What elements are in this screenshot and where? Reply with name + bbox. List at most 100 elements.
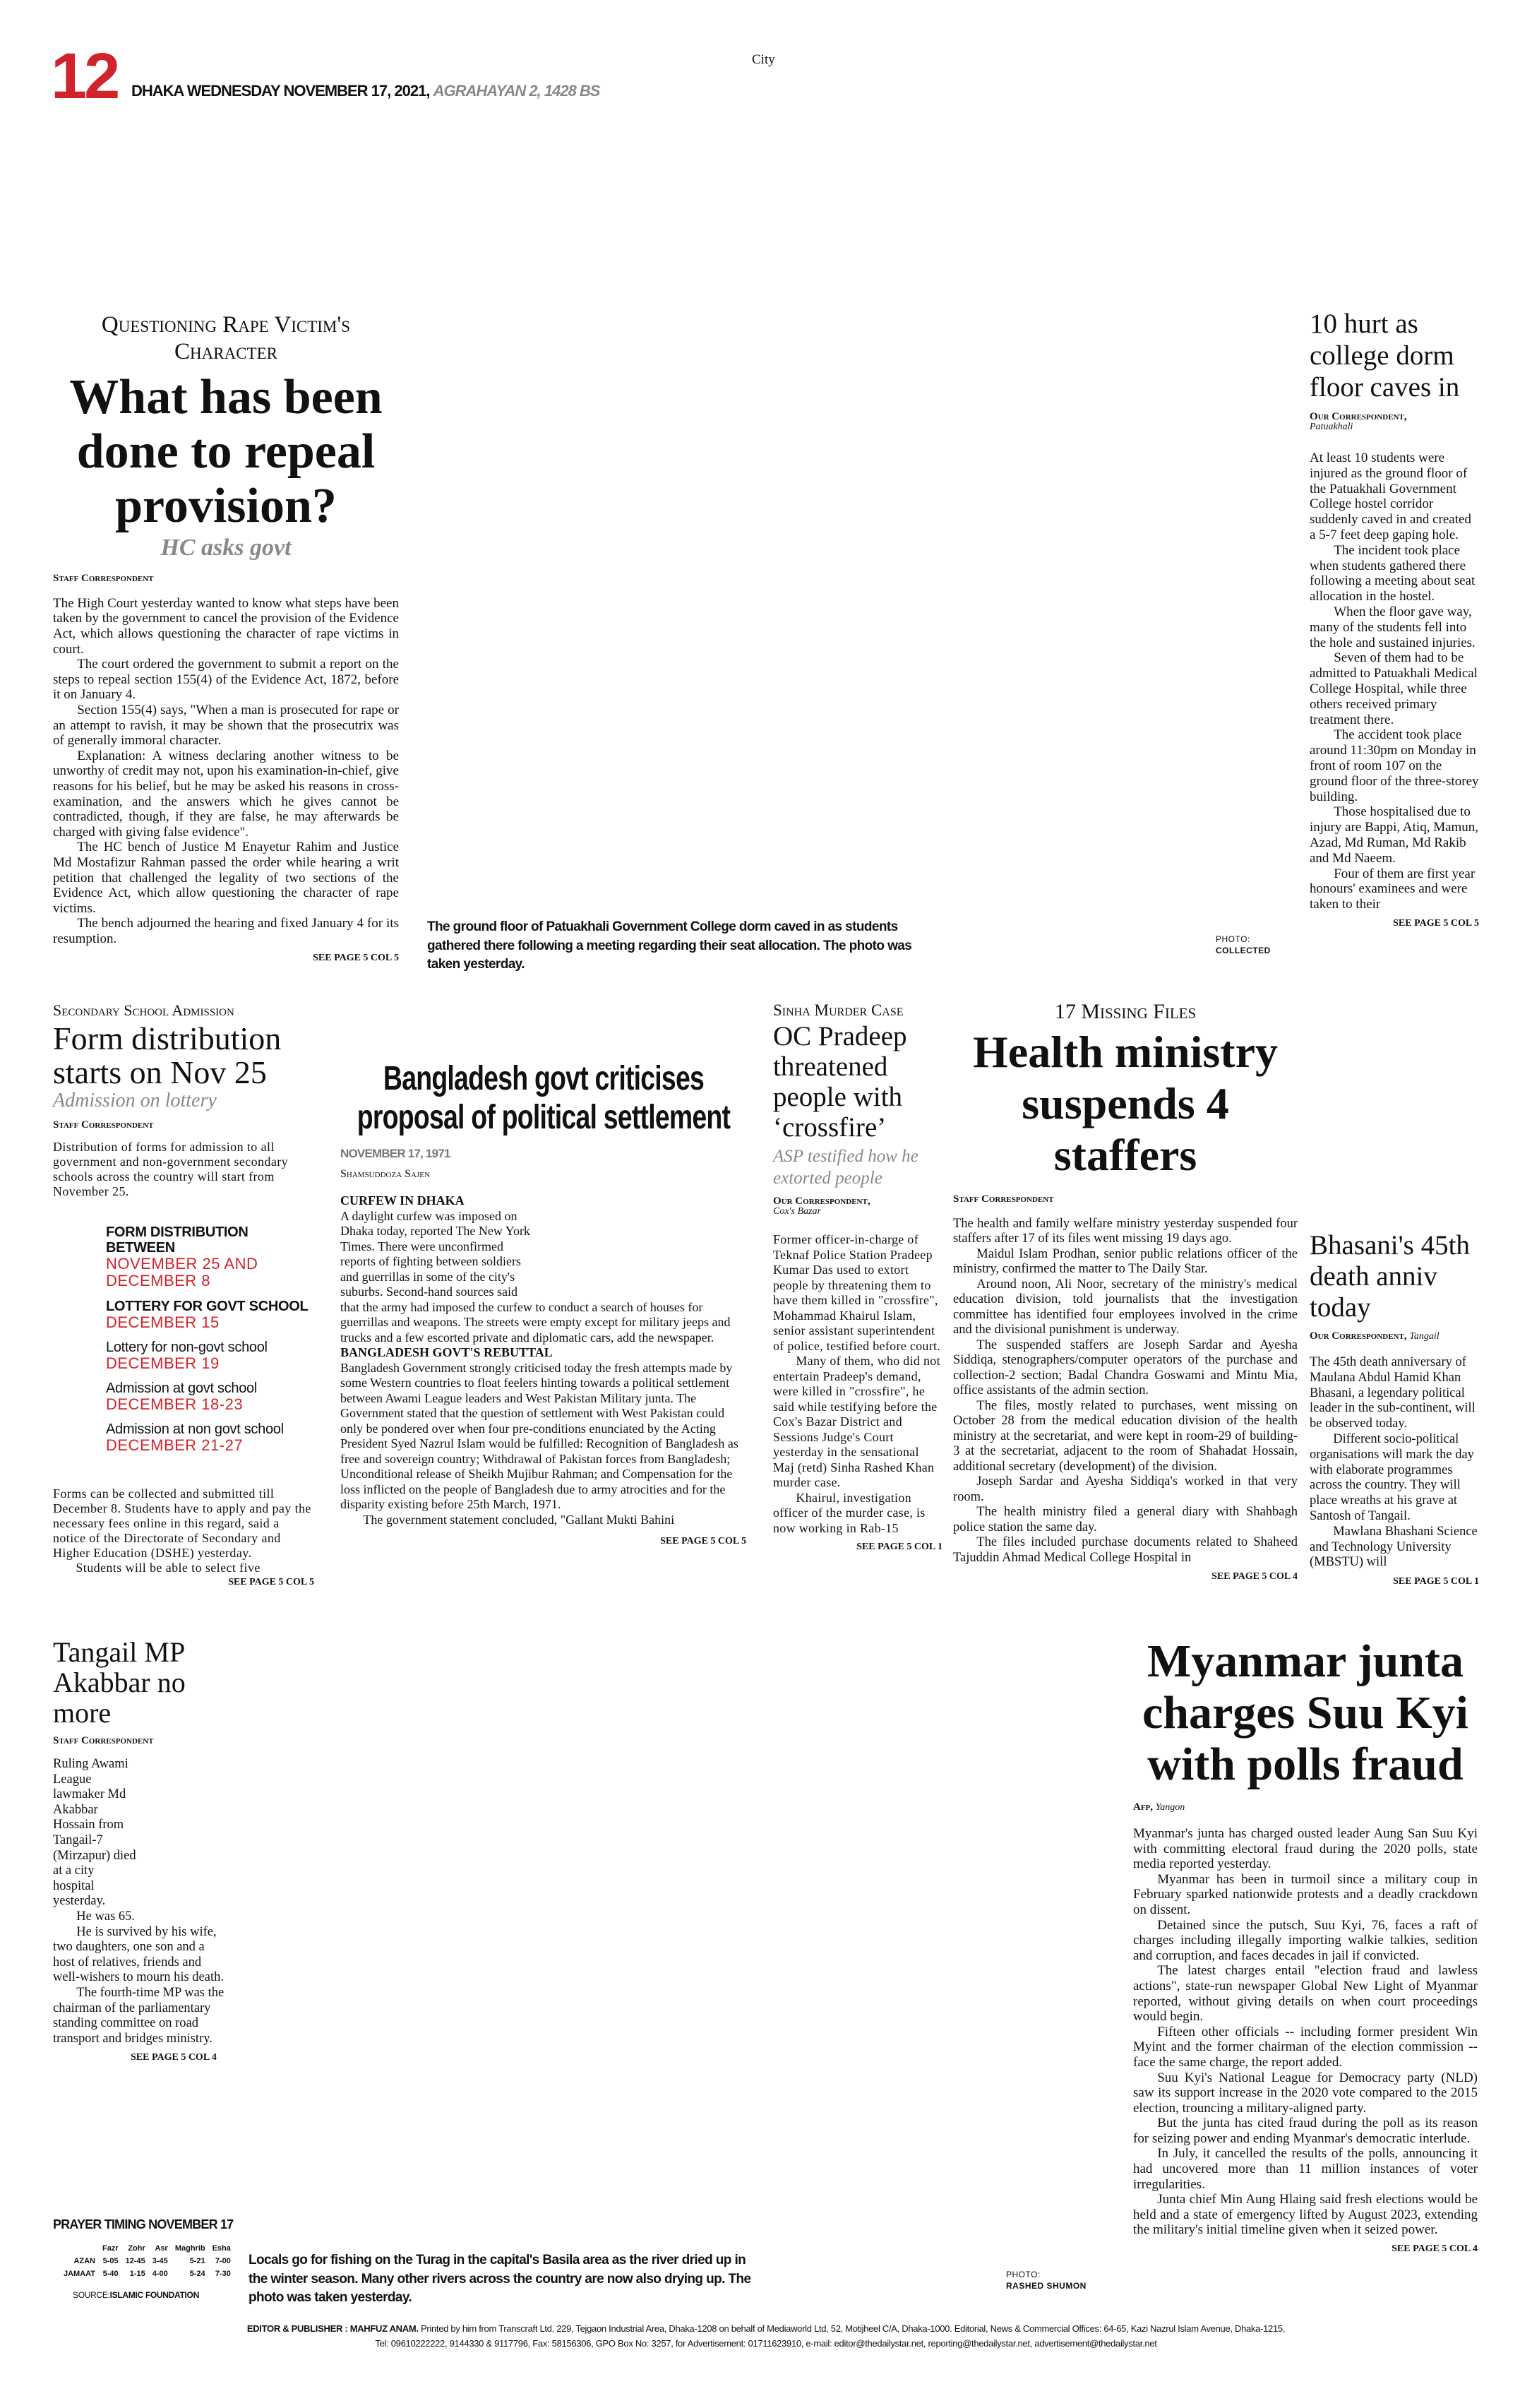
- paragraph: The files, mostly related to purchases, …: [953, 1398, 1298, 1474]
- prayer-time: 1-15: [129, 2270, 145, 2278]
- byline-name: Our Correspondent,: [1310, 411, 1407, 422]
- kicker: Sinha Murder Case: [773, 1001, 904, 1019]
- paragraph: Myanmar has been in turmoil since a mili…: [1133, 1871, 1478, 1917]
- date-text: DHAKA WEDNESDAY NOVEMBER 17, 2021,: [131, 82, 430, 100]
- prayer-column-header: Maghrib: [174, 2244, 205, 2253]
- byline: Our Correspondent, Tangail: [1310, 1330, 1479, 1342]
- key-dates-box: FORM DISTRIBUTION BETWEEN NOVEMBER 25 AND…: [106, 1224, 314, 1454]
- article-body: The 45th death anniversary of Maulana Ab…: [1310, 1355, 1479, 1570]
- paragraph: The bench adjourned the hearing and fixe…: [53, 916, 399, 946]
- article-body: The health and family welfare ministry y…: [953, 1217, 1298, 1566]
- page-number: 12: [51, 40, 120, 112]
- headline: OC Pradeep threatened people with ‘cross…: [773, 1021, 907, 1143]
- key-date-value: NOVEMBER 25 AND DECEMBER 8: [106, 1255, 258, 1290]
- paragraph: Section 155(4) says, "When a man is pros…: [53, 703, 399, 749]
- headline: Tangail MP Akabbar no more: [53, 1636, 186, 1729]
- article-1971-history: Bangladesh govt criticises proposal of p…: [340, 1059, 746, 1547]
- source-name: ISLAMIC FOUNDATION: [109, 2290, 200, 2300]
- photo-caption-river: Locals go for fishing on the Turag in th…: [249, 2253, 751, 2306]
- continued-link[interactable]: SEE PAGE 5 COL 5: [660, 1536, 746, 1546]
- byline: Our Correspondent, Patuakhali: [1310, 412, 1479, 432]
- article-body: Ruling Awami League lawmaker Md Akabbar …: [53, 1757, 229, 2046]
- paragraph: Bangladesh Government strongly criticise…: [340, 1360, 738, 1512]
- paragraph: Former officer-in-charge of Teknaf Polic…: [773, 1232, 941, 1353]
- article-school-admission: Secondary School Admission Form distribu…: [53, 1001, 314, 1588]
- key-date-label: Admission at govt school: [106, 1381, 258, 1397]
- prayer-header-row: Fazr Zohr Asr Maghrib Esha: [60, 2242, 234, 2255]
- byline: Staff Correspondent: [53, 1119, 154, 1131]
- paragraph: The latest charges entail "election frau…: [1133, 1963, 1478, 2025]
- continued-link[interactable]: SEE PAGE 5 COL 5: [228, 1577, 314, 1588]
- headline-text: Bangladesh govt criticises proposal of p…: [357, 1060, 731, 1136]
- continued-link[interactable]: SEE PAGE 5 COL 4: [1211, 1571, 1298, 1582]
- byline: Shamsuddoza Sajen: [340, 1168, 430, 1180]
- key-date-value: DECEMBER 15: [106, 1313, 220, 1331]
- article-body: CURFEW IN DHAKA A daylight curfew was im…: [340, 1193, 746, 1527]
- key-date-label: LOTTERY FOR GOVT SCHOOL: [106, 1298, 309, 1314]
- photo-caption-dorm: The ground floor of Patuakhali Governmen…: [427, 919, 912, 972]
- article-myanmar-junta: Myanmar junta charges Suu Kyi with polls…: [1133, 1635, 1478, 2255]
- paragraph: The government statement concluded, "Gal…: [363, 1512, 675, 1527]
- prayer-time: 5-05: [102, 2257, 119, 2265]
- paragraph: Those hospitalised due to injury are Bap…: [1310, 804, 1479, 866]
- paragraph: The accident took place around 11:30pm o…: [1310, 727, 1479, 804]
- paragraph: Different socio-political organisations …: [1310, 1431, 1474, 1523]
- headline: Bhasani's 45th death anniv today: [1310, 1230, 1470, 1323]
- prayer-time: 5-40: [102, 2270, 119, 2278]
- prayer-time: 4-00: [152, 2270, 168, 2278]
- editor-publisher: EDITOR & PUBLISHER : MAHFUZ ANAM.: [246, 2323, 419, 2334]
- paragraph: The fourth-time MP was the chairman of t…: [53, 1985, 225, 2046]
- imprint-footer: EDITOR & PUBLISHER : MAHFUZ ANAM. Printe…: [0, 2322, 1532, 2352]
- continued-link[interactable]: SEE PAGE 5 COL 4: [1392, 2243, 1478, 2255]
- continued-link[interactable]: SEE PAGE 5 COL 5: [313, 952, 399, 963]
- continued-link[interactable]: SEE PAGE 5 COL 1: [1393, 1576, 1479, 1587]
- paragraph: Four of them are first year honours' exa…: [1310, 866, 1476, 912]
- prayer-column-header: Asr: [155, 2244, 168, 2253]
- paragraph: Myanmar's junta has charged ousted leade…: [1133, 1826, 1478, 1872]
- headline: Myanmar junta charges Suu Kyi with polls…: [1142, 1635, 1469, 1790]
- paragraph: The 45th death anniversary of Maulana Ab…: [1310, 1355, 1476, 1431]
- paragraph: He was 65.: [76, 1909, 136, 1924]
- kicker: Secondary School Admission: [53, 1001, 234, 1019]
- paragraph: Ruling Awami League lawmaker Md Akabbar …: [53, 1757, 136, 1909]
- article-sinha-murder: Sinha Murder Case OC Pradeep threatened …: [773, 1001, 942, 1553]
- paragraph: The High Court yesterday wanted to know …: [53, 595, 399, 657]
- credit-name: COLLECTED: [1216, 946, 1271, 956]
- paragraph: Seven of them had to be admitted to Patu…: [1310, 650, 1478, 727]
- credit-name: RASHED SHUMON: [1006, 2281, 1087, 2291]
- photo-credit-river: PHOTO: RASHED SHUMON: [1006, 2269, 1087, 2291]
- prayer-source: SOURCE:ISLAMIC FOUNDATION: [73, 2290, 237, 2300]
- prayer-time: 3-45: [152, 2257, 168, 2265]
- subhead: HC asks govt: [160, 534, 292, 561]
- byline-location: Yangon: [1155, 1802, 1185, 1813]
- key-date-label: Admission at non govt school: [106, 1421, 284, 1438]
- paragraph: When the floor gave way, many of the stu…: [1310, 604, 1476, 650]
- article-health-ministry: 17 Missing Files Health ministry suspend…: [953, 1000, 1298, 1583]
- paragraph: The suspended staffers are Joseph Sardar…: [953, 1337, 1298, 1398]
- article-rape-provision: Questioning Rape Victim's Character What…: [53, 312, 399, 964]
- paragraph: Explanation: A witness declaring another…: [53, 748, 399, 840]
- paragraph: He is survived by his wife, two daughter…: [53, 1924, 224, 1985]
- article-body: The High Court yesterday wanted to know …: [53, 596, 399, 947]
- prayer-title: PRAYER TIMING NOVEMBER 17: [53, 2217, 234, 2231]
- paragraph: At least 10 students were injured as the…: [1310, 451, 1471, 542]
- article-dorm-floor: 10 hurt as college dorm floor caves in O…: [1310, 308, 1479, 929]
- key-date-value: DECEMBER 19: [106, 1354, 220, 1372]
- paragraph: The HC bench of Justice M Enayetur Rahim…: [53, 840, 399, 916]
- prayer-time: 7-00: [215, 2257, 231, 2265]
- byline-name: Our Correspondent,: [1310, 1330, 1407, 1342]
- continued-link[interactable]: SEE PAGE 5 COL 4: [131, 2052, 217, 2063]
- section-name: City: [752, 52, 775, 67]
- key-date-label: Lottery for non-govt school: [106, 1339, 268, 1355]
- paragraph: A daylight curfew was imposed on Dhaka t…: [340, 1208, 731, 1345]
- kicker: 17 Missing Files: [1054, 1000, 1197, 1023]
- prayer-column-header: [60, 2242, 99, 2255]
- prayer-time: 5-24: [189, 2270, 205, 2278]
- kicker: Questioning Rape Victim's Character: [101, 312, 351, 364]
- byline-name: Afp,: [1133, 1801, 1154, 1813]
- key-date-value: DECEMBER 21-27: [106, 1436, 244, 1455]
- prayer-row-label: JAMAAT: [64, 2270, 96, 2278]
- history-date: NOVEMBER 17, 1971: [340, 1147, 450, 1160]
- continued-link[interactable]: SEE PAGE 5 COL 5: [1393, 917, 1479, 929]
- continued-link[interactable]: SEE PAGE 5 COL 1: [856, 1542, 942, 1553]
